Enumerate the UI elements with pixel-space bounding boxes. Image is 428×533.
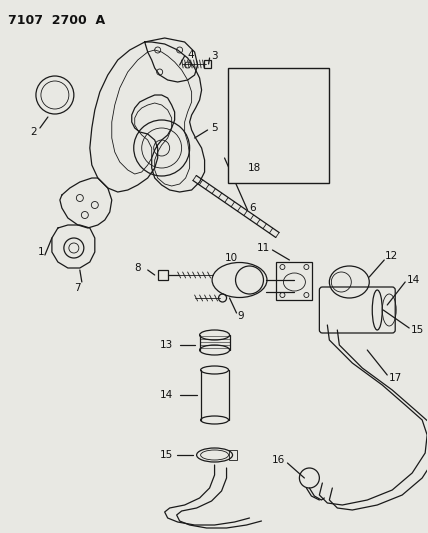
Text: 1: 1: [38, 247, 45, 257]
Text: 12: 12: [385, 251, 398, 261]
Text: 11: 11: [256, 243, 270, 253]
Text: 6: 6: [250, 203, 256, 213]
Bar: [204, 60, 211, 68]
Text: 4: 4: [187, 50, 194, 60]
Text: 13: 13: [160, 340, 173, 350]
Text: 7107  2700  A: 7107 2700 A: [8, 14, 105, 27]
Text: 10: 10: [225, 253, 238, 263]
Text: 3: 3: [211, 51, 218, 61]
Bar: [228, 68, 329, 183]
Text: 14: 14: [160, 390, 173, 400]
Text: 9: 9: [238, 311, 244, 321]
Bar: [276, 262, 312, 300]
Text: 18: 18: [247, 163, 261, 173]
Text: 15: 15: [411, 325, 425, 335]
Text: 8: 8: [135, 263, 141, 273]
Text: 7: 7: [74, 283, 80, 293]
Bar: [229, 450, 237, 460]
Text: 17: 17: [389, 373, 402, 383]
Text: 5: 5: [211, 123, 218, 133]
Text: 14: 14: [407, 275, 420, 285]
Text: 16: 16: [271, 455, 285, 465]
Bar: [158, 270, 168, 280]
Text: 15: 15: [160, 450, 173, 460]
Text: 2: 2: [30, 127, 36, 137]
